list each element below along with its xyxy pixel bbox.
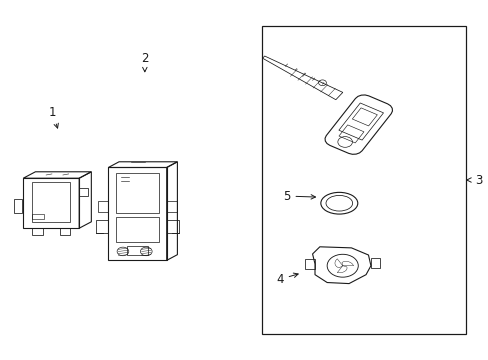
Text: 2: 2 <box>141 52 148 72</box>
Text: 5: 5 <box>283 190 315 203</box>
Text: 3: 3 <box>474 174 482 186</box>
Text: 4: 4 <box>276 273 298 286</box>
Text: 1: 1 <box>49 105 58 128</box>
